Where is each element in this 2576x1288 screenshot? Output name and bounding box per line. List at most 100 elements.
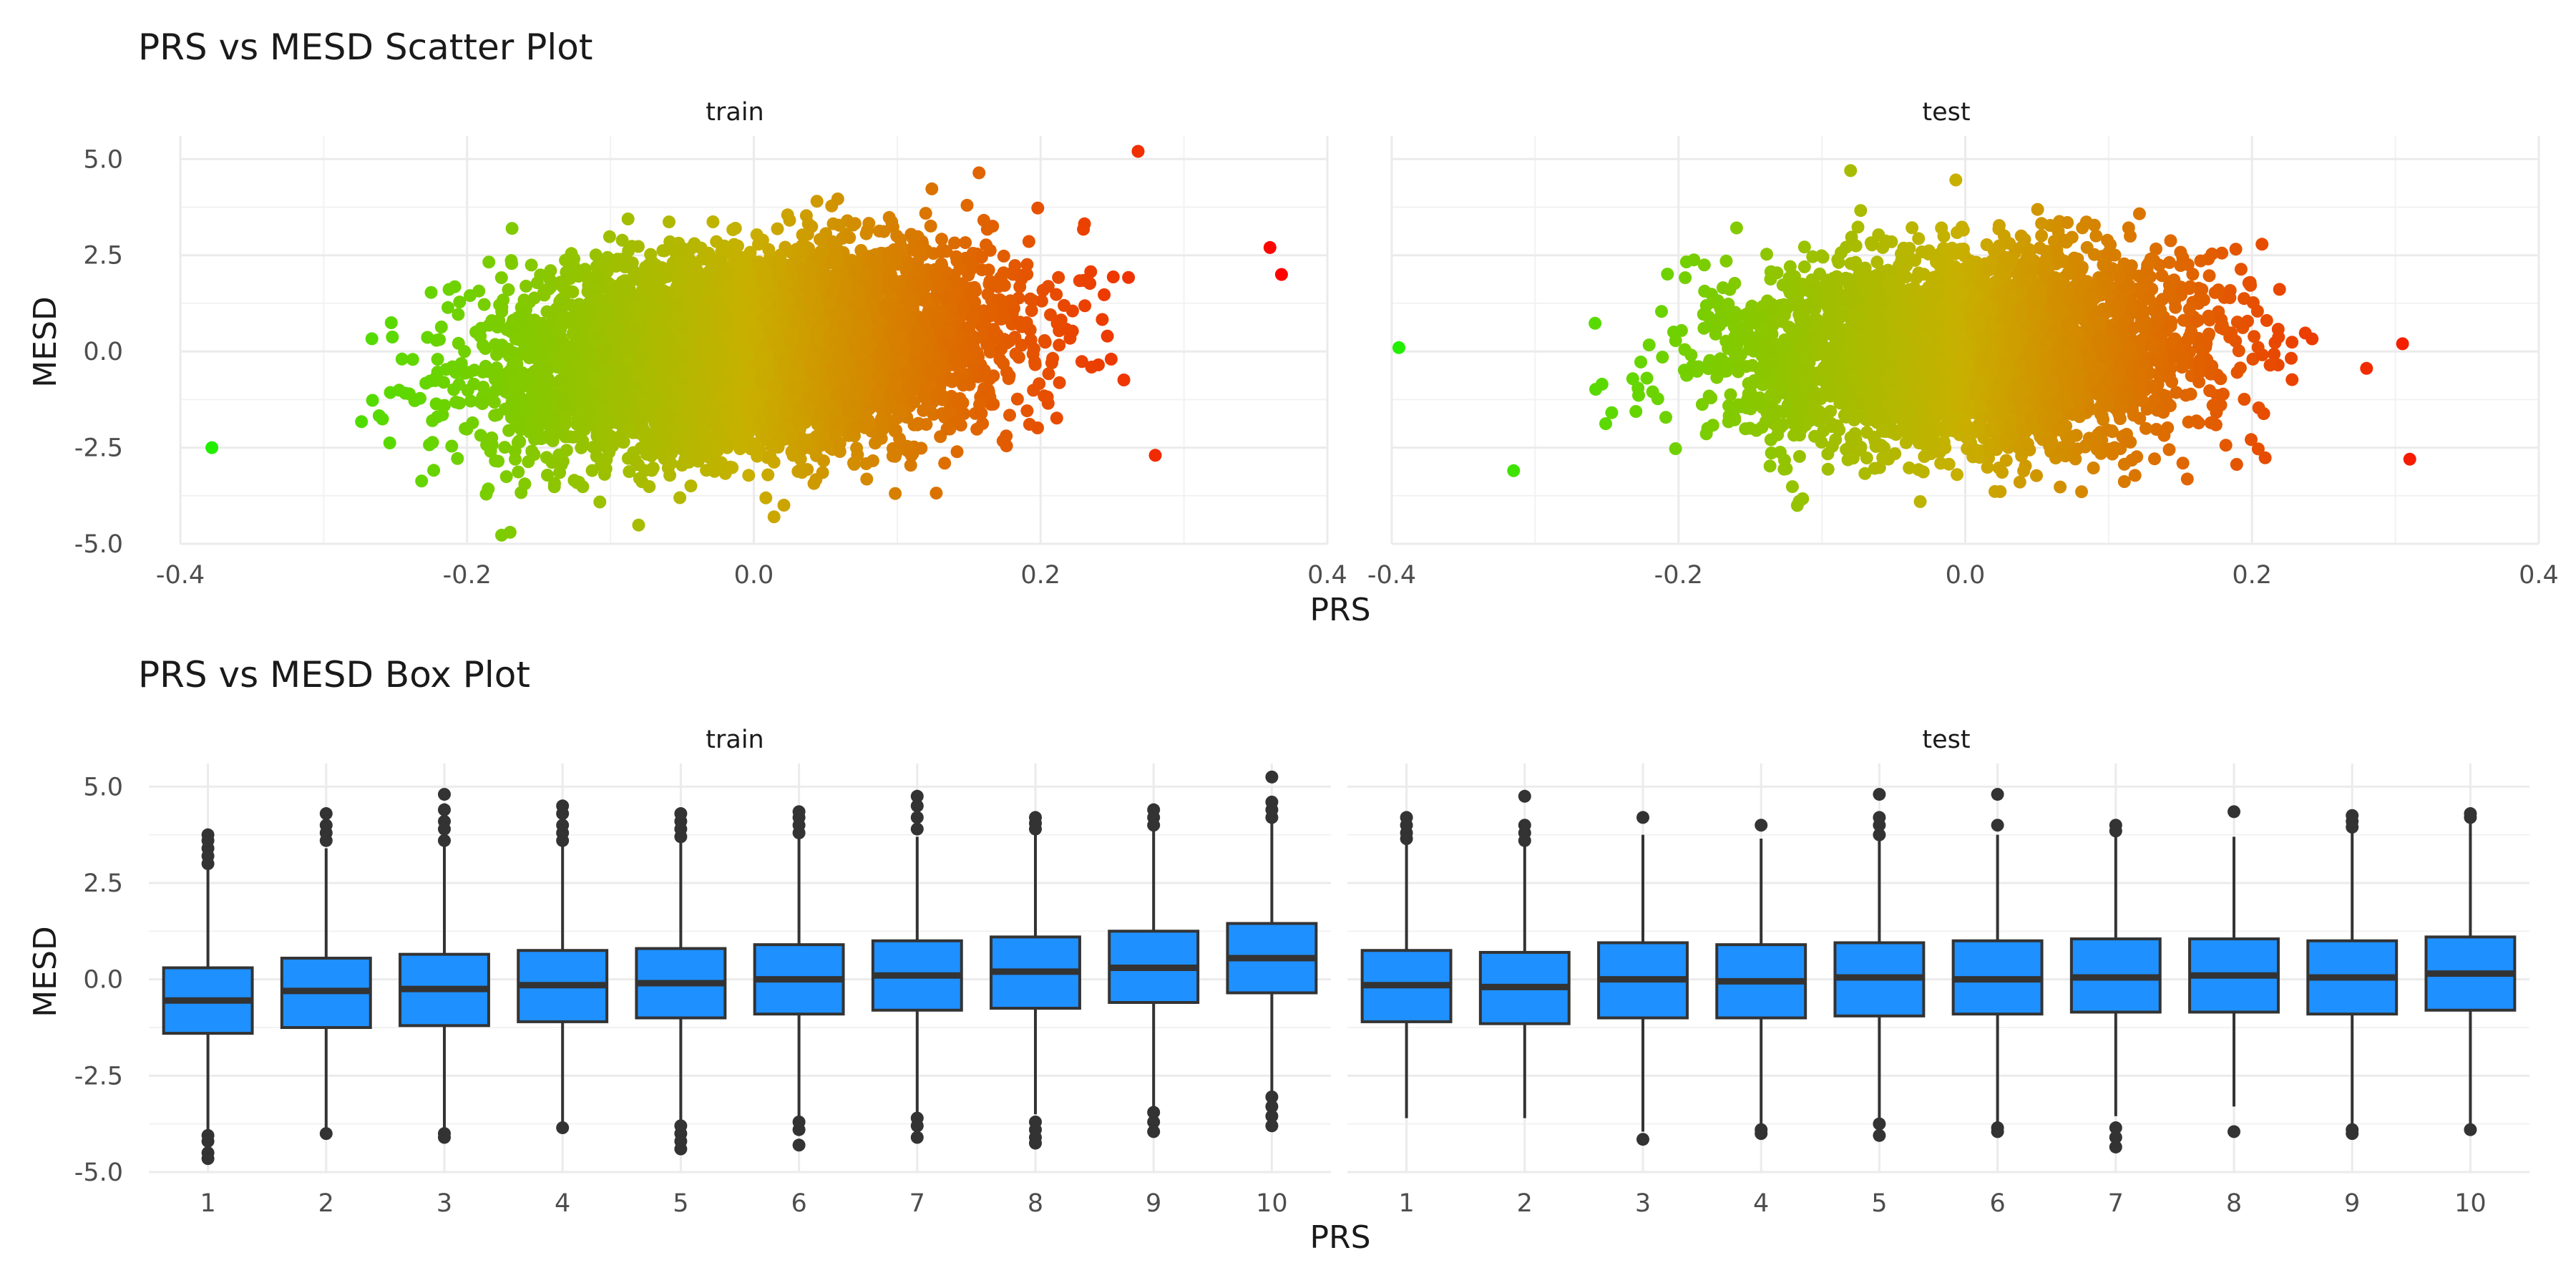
data-point — [847, 457, 860, 470]
scatter-strip-train: train — [706, 98, 763, 127]
data-point — [489, 454, 502, 467]
data-point — [706, 215, 720, 228]
data-point — [514, 309, 528, 323]
data-point — [1084, 265, 1098, 278]
data-point — [482, 255, 496, 269]
x-tick-label: 0.0 — [1946, 561, 1986, 590]
data-point — [801, 217, 815, 230]
data-point — [771, 222, 784, 235]
y-tick-label: 2.5 — [83, 242, 123, 270]
data-point — [1058, 298, 1071, 312]
data-point — [585, 464, 599, 477]
scatter-strip-test: test — [1922, 98, 1970, 127]
data-point — [644, 248, 658, 261]
data-point — [1117, 374, 1131, 386]
data-point — [1020, 404, 1034, 418]
data-point — [684, 479, 698, 493]
data-point — [1009, 347, 1023, 361]
data-point — [504, 254, 518, 268]
data-point — [1101, 329, 1114, 343]
data-point — [1098, 288, 1111, 301]
data-point — [663, 215, 675, 229]
data-point — [445, 439, 459, 453]
y-tick-label: -2.5 — [74, 434, 123, 463]
x-tick-label: 0.2 — [1020, 561, 1060, 590]
data-point — [452, 308, 465, 321]
data-point — [1031, 201, 1045, 215]
data-point — [519, 279, 533, 293]
data-point — [1031, 421, 1044, 434]
data-point — [534, 268, 547, 282]
data-point — [1050, 288, 1063, 301]
data-point — [525, 258, 538, 272]
data-point — [1053, 376, 1066, 389]
data-point — [987, 397, 1000, 411]
x-tick-label: 0.4 — [2519, 561, 2559, 590]
data-point — [1027, 342, 1040, 356]
data-point — [1040, 390, 1054, 404]
data-point — [814, 233, 826, 246]
data-point — [366, 394, 379, 407]
data-point — [1096, 313, 1109, 326]
data-point — [485, 314, 499, 328]
data-point — [601, 250, 614, 264]
data-point — [702, 253, 716, 267]
data-point — [1085, 361, 1098, 374]
data-point — [464, 394, 477, 408]
x-tick-label: -0.4 — [156, 561, 205, 590]
data-point — [1106, 270, 1120, 283]
data-point — [427, 464, 441, 477]
data-point — [796, 228, 809, 242]
data-point — [621, 213, 635, 225]
data-point — [421, 331, 434, 344]
scatter-y-tick-labels: -5.0-2.50.02.55.0 — [74, 145, 123, 559]
data-point — [565, 298, 578, 312]
data-point — [1122, 270, 1136, 284]
data-point — [1053, 338, 1066, 352]
data-point — [424, 286, 438, 299]
data-point — [576, 480, 590, 494]
data-point — [494, 271, 508, 285]
data-point — [1050, 411, 1063, 425]
x-tick-label: -0.2 — [1654, 561, 1703, 590]
data-point — [384, 316, 398, 329]
data-point — [972, 166, 986, 180]
data-point — [980, 338, 994, 351]
data-point — [810, 195, 824, 208]
data-point — [431, 353, 444, 366]
scatter-train-x-tick-labels: -0.4 -0.2 0.0 0.2 0.4 — [156, 561, 1347, 590]
data-point — [415, 474, 429, 488]
data-point — [540, 451, 553, 464]
data-point — [761, 468, 775, 482]
data-point — [1052, 270, 1065, 284]
data-point — [505, 222, 519, 235]
data-point — [502, 283, 515, 296]
y-tick-label: -5.0 — [74, 530, 123, 559]
data-point — [987, 279, 1000, 293]
data-point — [372, 409, 386, 422]
data-point — [525, 444, 539, 458]
data-point — [919, 207, 932, 220]
data-point — [850, 441, 864, 455]
data-point — [759, 491, 773, 504]
data-point — [869, 436, 882, 450]
data-point — [600, 453, 613, 467]
data-point — [383, 436, 396, 449]
y-tick-label: 0.0 — [83, 338, 123, 366]
data-point — [844, 253, 858, 267]
data-point — [948, 236, 961, 250]
scatter-test-x-tick-labels: -0.4 -0.2 0.0 0.2 0.4 — [1367, 561, 2559, 590]
data-point — [1000, 439, 1013, 453]
data-point — [925, 182, 939, 195]
data-point — [811, 418, 824, 431]
data-point — [970, 422, 984, 436]
data-point — [448, 280, 462, 293]
data-point — [433, 333, 446, 346]
data-point — [816, 466, 829, 479]
data-point — [640, 447, 653, 461]
data-point — [767, 510, 781, 524]
data-point — [1025, 304, 1038, 317]
data-point — [1035, 294, 1048, 308]
data-point — [799, 240, 813, 254]
data-point — [602, 230, 616, 243]
